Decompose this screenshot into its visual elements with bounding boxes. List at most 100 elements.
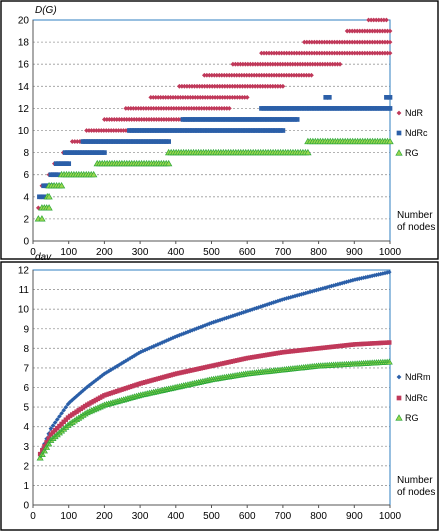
data-point (366, 17, 371, 23)
data-point (327, 106, 332, 111)
data-point (309, 106, 315, 111)
data-point (168, 94, 173, 100)
legend-label: RG (405, 413, 419, 423)
y-tick-label: 4 (23, 422, 29, 433)
data-point (252, 128, 258, 133)
data-point (114, 117, 120, 122)
data-point (362, 106, 368, 111)
data-point (219, 83, 225, 89)
data-point (275, 83, 281, 89)
data-point (150, 94, 156, 100)
data-point (236, 72, 242, 78)
data-point (153, 106, 159, 111)
data-point (156, 106, 162, 111)
data-point (116, 128, 121, 133)
data-point (204, 72, 210, 78)
data-point (246, 72, 252, 78)
data-point (244, 72, 250, 78)
data-point (184, 128, 190, 133)
data-point (320, 61, 325, 67)
data-point (94, 150, 100, 155)
data-point (108, 128, 114, 133)
data-point (344, 39, 350, 45)
data-point (180, 117, 186, 122)
data-point (98, 139, 103, 144)
data-point (304, 148, 312, 156)
data-point (151, 106, 156, 111)
data-point (286, 50, 292, 56)
data-point (93, 128, 99, 133)
data-point (194, 128, 200, 133)
x-tick-label: 400 (167, 247, 184, 258)
data-point (202, 94, 208, 100)
data-point (367, 28, 373, 34)
data-point (302, 61, 308, 67)
data-point (119, 117, 125, 122)
data-point (222, 128, 228, 133)
data-point (168, 106, 174, 111)
data-point (279, 117, 285, 122)
data-point (120, 139, 126, 144)
data-point (282, 117, 288, 122)
data-point (163, 94, 169, 100)
data-point (242, 83, 248, 89)
data-point (96, 128, 102, 133)
data-point (380, 106, 385, 111)
data-point (250, 83, 255, 89)
data-point (332, 106, 337, 111)
data-point (214, 106, 220, 111)
data-point (69, 139, 75, 144)
data-point (176, 83, 182, 89)
data-point (156, 139, 161, 144)
data-point (335, 61, 340, 67)
data-point (299, 106, 305, 111)
data-point (100, 139, 106, 144)
data-point (235, 117, 240, 122)
data-point (102, 117, 107, 122)
data-point (265, 83, 271, 89)
data-point (294, 50, 300, 56)
data-point (118, 139, 124, 144)
data-point (370, 106, 375, 111)
data-point (271, 50, 277, 56)
data-point (163, 106, 169, 111)
data-point (230, 61, 236, 67)
data-point (364, 50, 370, 56)
data-point (179, 128, 185, 133)
data-point (264, 72, 270, 78)
data-point (369, 39, 375, 45)
series-rg (34, 137, 394, 222)
data-point (79, 150, 85, 155)
data-point (332, 61, 338, 67)
data-point (250, 128, 256, 133)
data-point (257, 128, 263, 133)
data-point (259, 106, 264, 111)
data-point (261, 72, 267, 78)
data-point (89, 128, 94, 133)
y-tick-label: 2 (23, 461, 29, 472)
data-point (327, 61, 333, 67)
data-point (133, 139, 139, 144)
data-point (161, 139, 166, 144)
y-tick-label: 4 (23, 192, 29, 203)
x-tick-label: 100 (60, 247, 77, 258)
data-point (271, 72, 277, 78)
data-point (359, 106, 365, 111)
data-point (306, 39, 312, 45)
data-point (317, 50, 322, 56)
data-point (294, 72, 299, 78)
data-point (226, 72, 232, 78)
data-point (200, 128, 205, 133)
data-point (220, 94, 225, 100)
data-point (185, 117, 191, 122)
data-point (215, 94, 220, 100)
data-point (270, 128, 276, 133)
data-point (190, 94, 196, 100)
data-point (276, 72, 282, 78)
data-point (212, 117, 218, 122)
data-point (211, 106, 217, 111)
data-point (166, 106, 172, 111)
data-point (237, 117, 243, 122)
data-point (182, 83, 187, 89)
